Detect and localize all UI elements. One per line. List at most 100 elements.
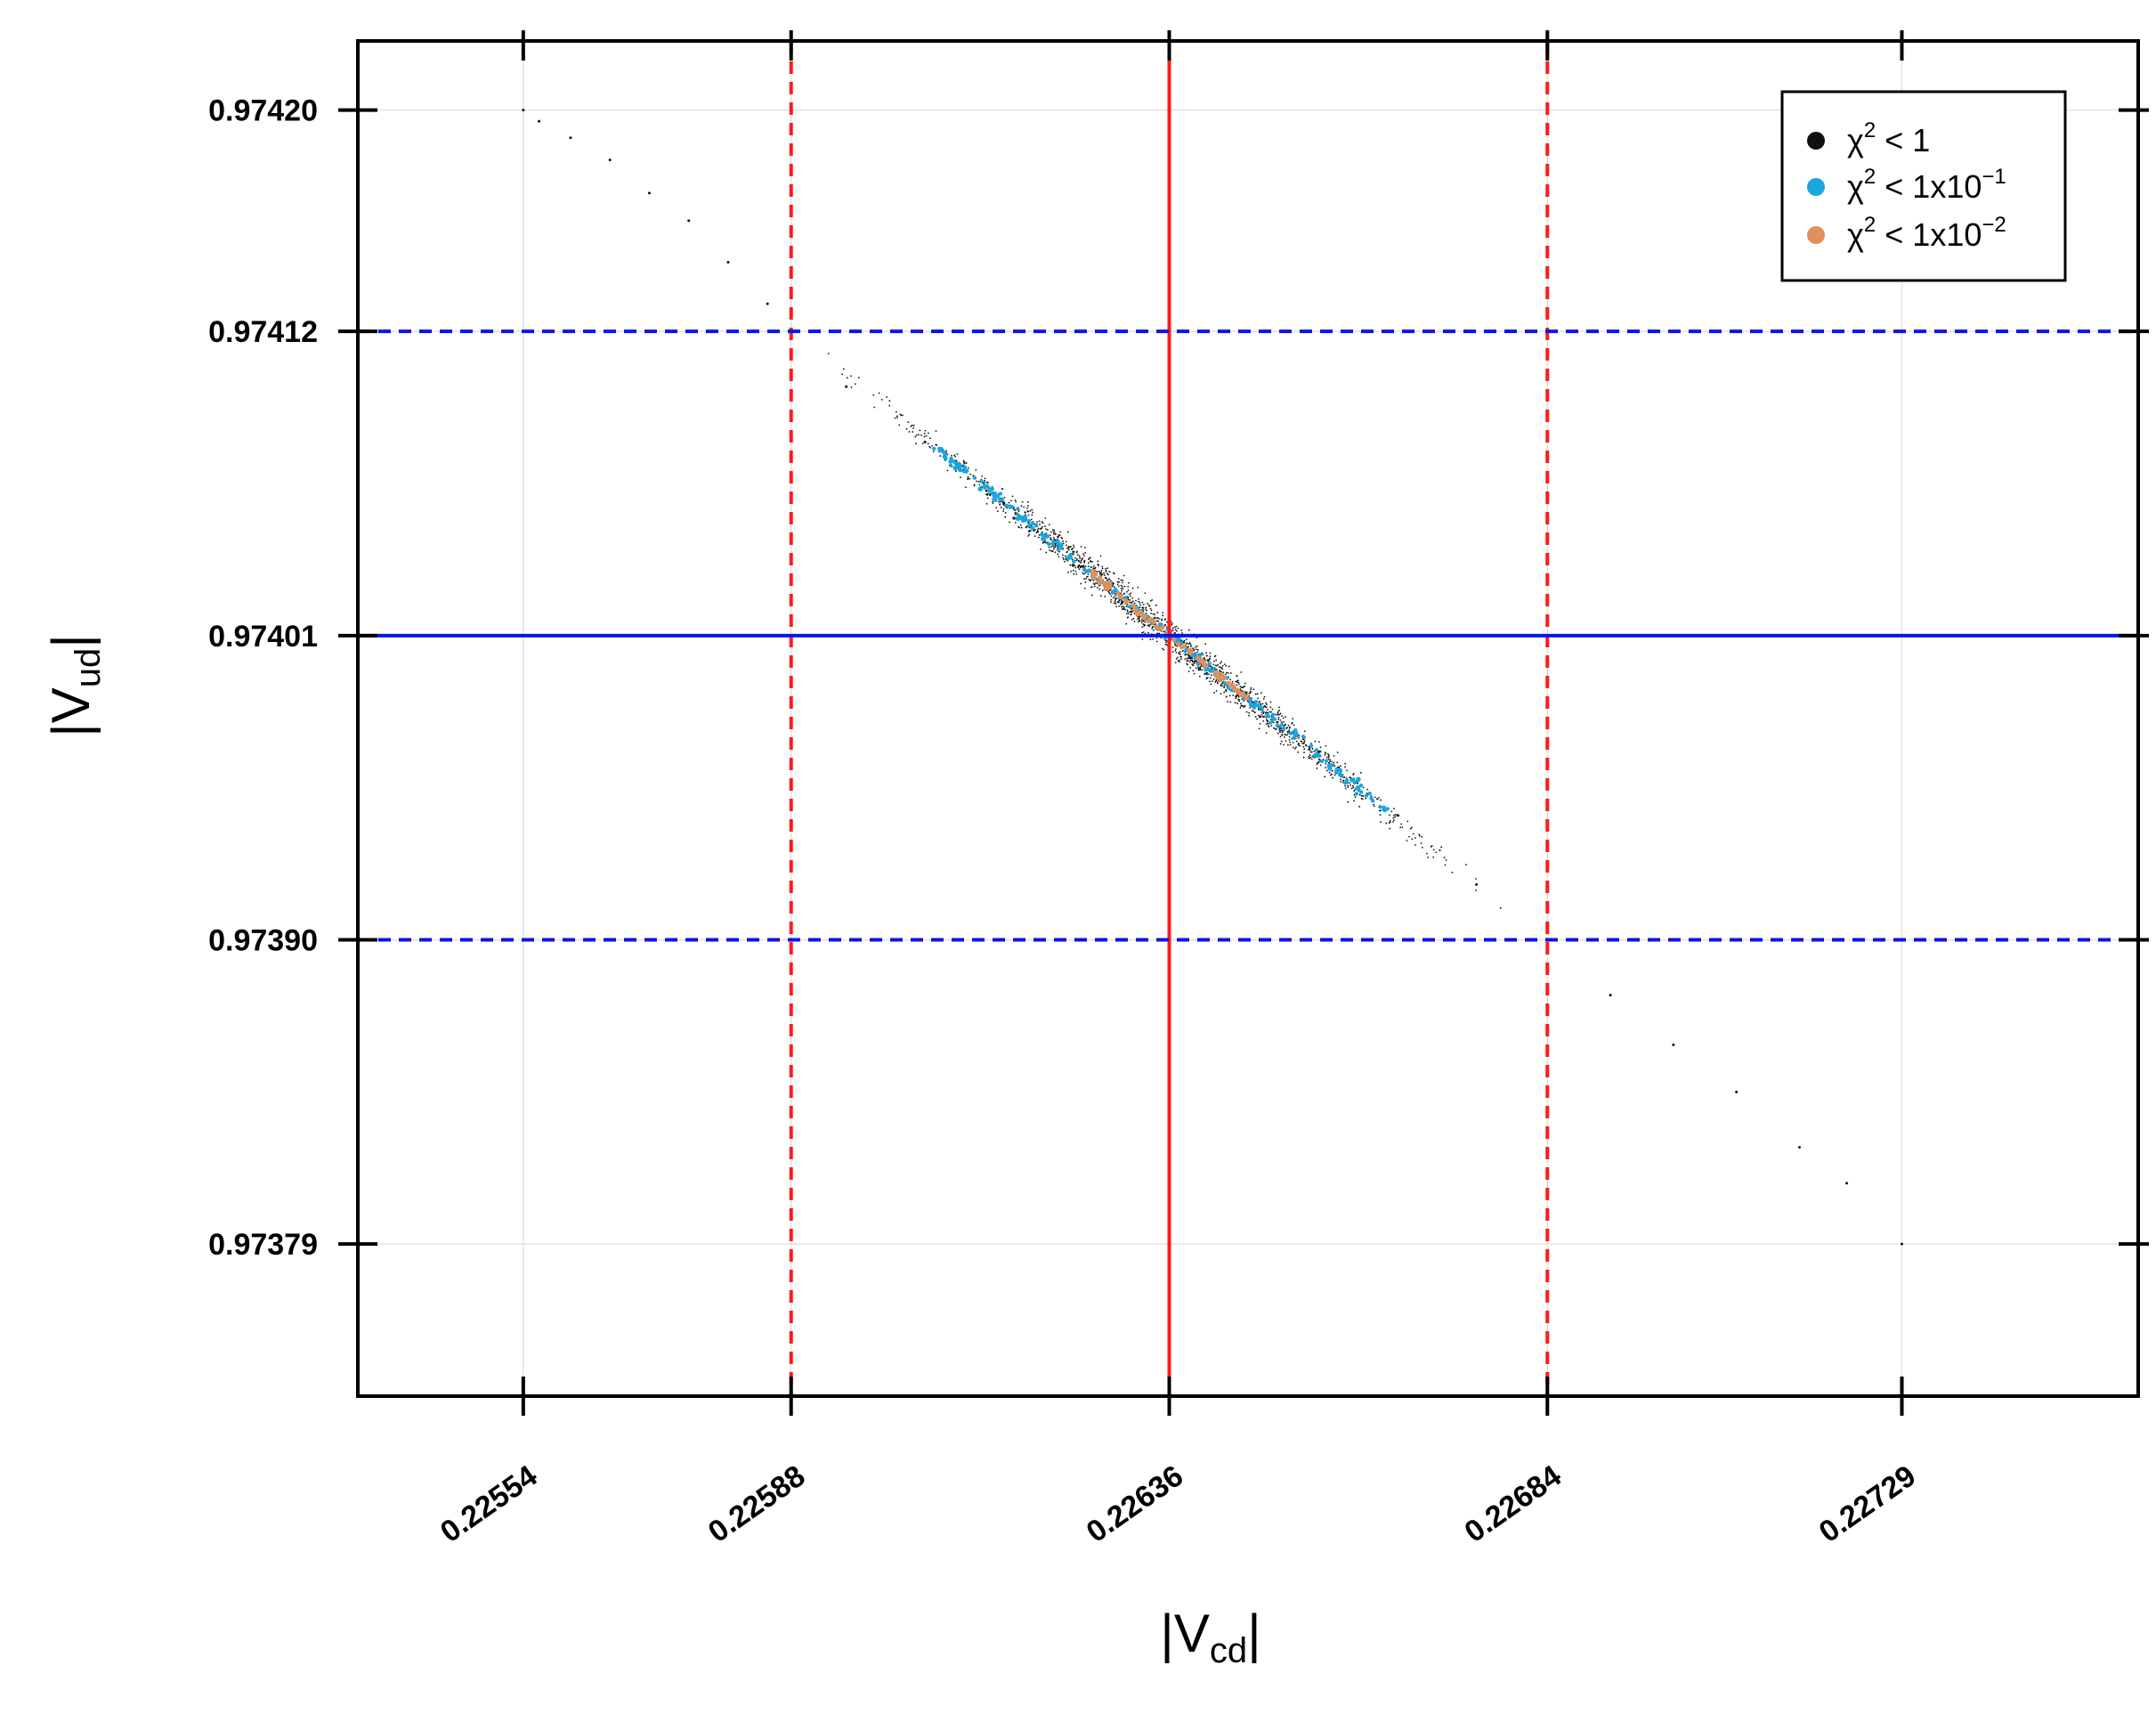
band-point-series0-1738 xyxy=(1346,782,1349,784)
band-point-series0-1622 xyxy=(1151,626,1154,629)
band-point-series0-1187 xyxy=(1318,759,1321,760)
band-point-series0-1469 xyxy=(1141,620,1143,621)
band-point-series0-1075 xyxy=(1205,654,1208,657)
band-point-series0-1107 xyxy=(1176,630,1178,632)
band-point-series0-621 xyxy=(1257,697,1259,700)
band-point-series0-156 xyxy=(1037,536,1040,539)
band-point-series0-762 xyxy=(924,429,927,432)
band-point-series2-79 xyxy=(1097,575,1103,581)
band-point-series0-805 xyxy=(1219,669,1221,671)
band-point-series0-1134 xyxy=(1164,618,1167,621)
band-point-series0-1712 xyxy=(1211,680,1213,683)
band-point-series0-904 xyxy=(992,500,994,503)
band-point-series0-1633 xyxy=(1325,762,1327,765)
band-point-series0-1782 xyxy=(1082,560,1085,563)
band-point-series0-1471 xyxy=(1014,511,1017,514)
legend-label-chi2-lt-1e-1: χ2 < 1x10−1 xyxy=(1847,165,2006,205)
band-point-series0-1321 xyxy=(1014,513,1017,516)
band-point-series0-472 xyxy=(1193,672,1196,675)
band-point-series0-647 xyxy=(857,377,860,379)
band-point-series0-1222 xyxy=(872,394,875,396)
band-point-series0-1569 xyxy=(1130,592,1132,595)
band-point-series0-1687 xyxy=(1096,586,1098,589)
band-point-series1-120 xyxy=(962,465,968,469)
band-point-series0-70 xyxy=(1221,665,1224,667)
point-series0-7 xyxy=(766,302,769,305)
y-tick-label-3: 0.97390 xyxy=(208,923,318,957)
band-point-series0-260 xyxy=(1278,728,1281,731)
band-point-series0-1177 xyxy=(962,464,965,467)
point-series0-25 xyxy=(1901,1242,1904,1246)
band-point-series1-203 xyxy=(1309,743,1314,749)
band-point-series0-1196 xyxy=(1319,764,1322,767)
band-point-series0-69 xyxy=(1114,603,1117,605)
band-point-series0-471 xyxy=(1291,737,1293,740)
band-point-series0-924 xyxy=(1121,581,1123,584)
band-point-series0-1403 xyxy=(983,481,985,483)
band-point-series0-577 xyxy=(1324,754,1326,756)
band-point-series0-482 xyxy=(1080,559,1082,562)
band-point-series0-1602 xyxy=(1435,851,1438,854)
band-point-series0-954 xyxy=(1132,617,1135,620)
point-series0-2 xyxy=(569,136,572,140)
band-point-series0-232 xyxy=(1025,511,1026,514)
band-point-series0-1178 xyxy=(888,404,891,407)
band-point-series0-479 xyxy=(1279,743,1282,745)
band-point-series0-394 xyxy=(1354,796,1357,799)
band-point-series0-1747 xyxy=(1411,838,1414,841)
band-point-series1-141 xyxy=(1314,748,1319,752)
band-point-series0-1673 xyxy=(1056,538,1058,540)
band-point-series0-1022 xyxy=(1076,554,1079,556)
band-point-series0-51 xyxy=(1333,765,1336,768)
band-point-series1-54 xyxy=(1248,703,1253,707)
band-point-series1-259 xyxy=(1068,552,1074,557)
band-point-series0-1411 xyxy=(1218,666,1220,668)
band-point-series0-510 xyxy=(1220,667,1223,669)
band-point-series0-258 xyxy=(1332,776,1333,779)
band-point-series0-215 xyxy=(1084,552,1087,554)
band-point-series0-1413 xyxy=(1013,508,1016,511)
band-point-series0-1691 xyxy=(1268,726,1270,728)
band-point-series0-690 xyxy=(1141,638,1144,640)
band-point-series0-463 xyxy=(985,502,988,505)
band-point-series0-1553 xyxy=(946,453,949,456)
band-point-series1-223 xyxy=(1327,763,1332,768)
band-point-series0-1697 xyxy=(1000,506,1002,508)
band-point-series0-1787 xyxy=(1283,736,1285,738)
band-point-series0-1067 xyxy=(1212,678,1215,680)
point-series0-0 xyxy=(522,109,525,112)
band-point-series0-1211 xyxy=(1207,673,1210,676)
band-point-series0-973 xyxy=(1171,651,1174,653)
band-point-series0-500 xyxy=(1082,572,1084,574)
band-point-series2-78 xyxy=(1139,612,1145,617)
band-point-series0-1435 xyxy=(955,470,957,472)
band-point-series1-125 xyxy=(1334,767,1339,772)
band-point-series0-461 xyxy=(1175,652,1178,654)
band-point-series0-848 xyxy=(1035,532,1038,534)
band-point-series0-147 xyxy=(1239,707,1242,709)
band-point-series0-948 xyxy=(1156,617,1159,620)
band-point-series0-288 xyxy=(1475,889,1478,891)
band-point-series0-1069 xyxy=(1147,631,1149,634)
band-point-series0-844 xyxy=(1254,716,1257,719)
band-point-series0-595 xyxy=(846,377,848,379)
band-point-series1-251 xyxy=(995,494,1001,499)
band-point-series0-1473 xyxy=(1351,784,1354,787)
band-point-series0-1572 xyxy=(1267,722,1269,725)
band-point-series0-1073 xyxy=(1216,669,1218,670)
band-point-series0-343 xyxy=(1108,593,1111,595)
band-point-series0-1274 xyxy=(1265,719,1268,721)
band-point-series0-1319 xyxy=(1273,727,1276,729)
band-point-series0-1595 xyxy=(1432,856,1435,858)
band-point-series0-1491 xyxy=(1131,587,1134,589)
band-point-series0-356 xyxy=(1013,516,1016,518)
band-point-series0-630 xyxy=(1142,603,1145,605)
band-point-series0-1157 xyxy=(1235,697,1237,700)
band-point-series0-1620 xyxy=(1327,754,1330,756)
band-point-series0-1648 xyxy=(1082,553,1084,556)
band-point-series0-886 xyxy=(1073,551,1074,554)
band-point-series1-247 xyxy=(954,465,960,469)
band-point-series0-1232 xyxy=(1248,692,1251,695)
band-point-series0-1546 xyxy=(1253,711,1256,713)
point-series0-1 xyxy=(538,119,541,123)
